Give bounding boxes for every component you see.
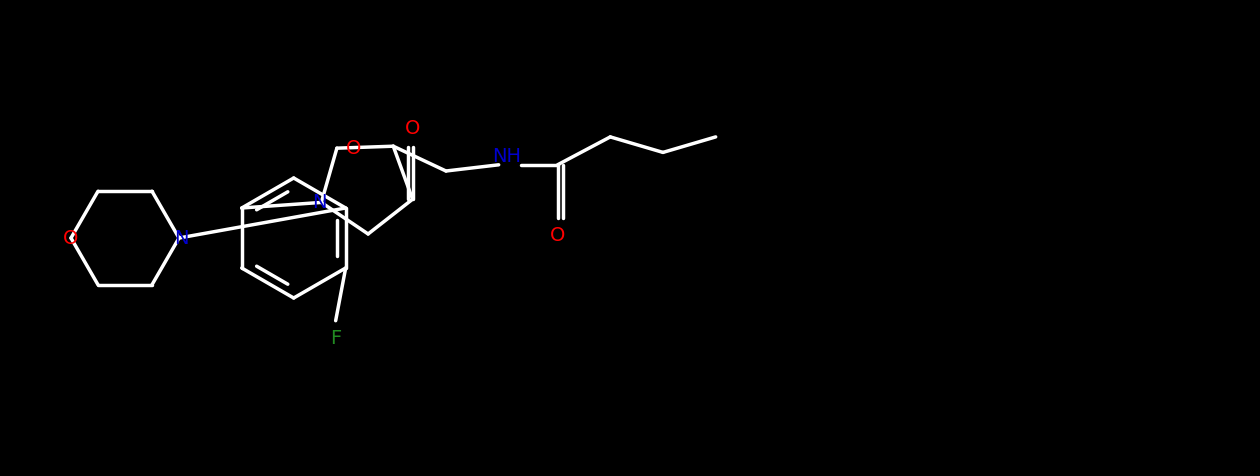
Text: F: F xyxy=(330,329,341,348)
Text: NH: NH xyxy=(493,147,522,166)
Text: O: O xyxy=(346,139,362,158)
Text: N: N xyxy=(174,228,188,248)
Text: O: O xyxy=(63,228,78,248)
Text: O: O xyxy=(549,226,566,245)
Text: N: N xyxy=(312,193,326,212)
Text: O: O xyxy=(404,119,421,138)
